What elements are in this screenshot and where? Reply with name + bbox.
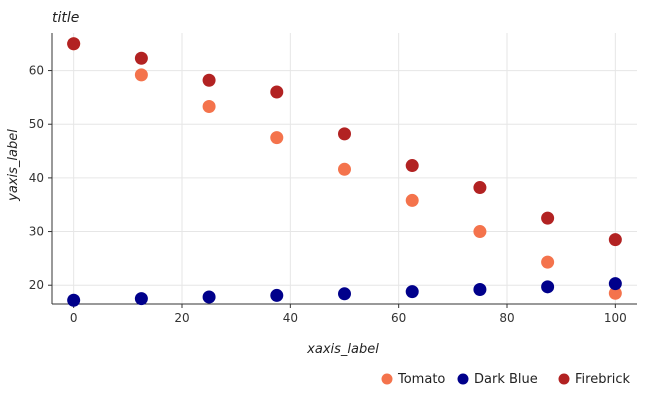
- point-dark-blue: [405, 285, 419, 299]
- point-dark-blue: [473, 283, 487, 297]
- grid: [52, 33, 637, 304]
- point-dark-blue: [270, 288, 284, 302]
- point-firebrick: [67, 37, 81, 51]
- point-dark-blue: [202, 290, 216, 304]
- point-tomato: [134, 68, 148, 82]
- y-tick-label: 20: [29, 278, 44, 292]
- legend-swatch-tomato: [381, 373, 393, 385]
- point-firebrick: [134, 51, 148, 65]
- point-tomato: [202, 100, 216, 114]
- point-dark-blue: [67, 293, 81, 307]
- y-tick-label: 30: [29, 225, 44, 239]
- point-firebrick: [473, 181, 487, 195]
- point-firebrick: [338, 127, 351, 141]
- legend-label-dark-blue: Dark Blue: [474, 372, 538, 387]
- x-tick-label: 100: [604, 311, 627, 325]
- data-points: [67, 37, 622, 307]
- legend-swatch-dark-blue: [457, 373, 469, 385]
- y-tick-label: 40: [29, 171, 44, 185]
- point-tomato: [473, 225, 487, 239]
- legend-swatch-firebrick: [558, 373, 570, 385]
- point-dark-blue: [134, 292, 148, 306]
- point-dark-blue: [338, 287, 351, 301]
- legend: Tomato Dark Blue Firebrick: [381, 372, 631, 387]
- x-tick-label: 20: [174, 311, 189, 325]
- point-tomato: [270, 131, 284, 145]
- x-tick-label: 0: [70, 311, 78, 325]
- y-axis-label: yaxis_label: [6, 129, 21, 202]
- x-axis-label: xaxis_label: [306, 342, 379, 357]
- x-tick-label: 80: [499, 311, 514, 325]
- point-firebrick: [270, 85, 284, 99]
- axes: 0 20 40 60 80 100 20 30 40 50 60: [29, 33, 637, 325]
- point-firebrick: [608, 233, 622, 247]
- point-firebrick: [405, 159, 419, 173]
- chart-title: title: [52, 10, 79, 26]
- point-dark-blue: [608, 277, 622, 291]
- point-tomato: [541, 255, 555, 269]
- legend-label-firebrick: Firebrick: [575, 372, 631, 387]
- point-dark-blue: [541, 280, 555, 294]
- point-firebrick: [541, 211, 555, 225]
- y-tick-label: 50: [29, 117, 44, 131]
- legend-label-tomato: Tomato: [397, 372, 445, 387]
- y-tick-label: 60: [29, 64, 44, 78]
- x-tick-label: 60: [391, 311, 406, 325]
- x-tick-label: 40: [283, 311, 298, 325]
- point-tomato: [405, 193, 419, 207]
- point-tomato: [608, 286, 622, 300]
- point-firebrick: [202, 73, 216, 87]
- point-tomato: [338, 162, 351, 176]
